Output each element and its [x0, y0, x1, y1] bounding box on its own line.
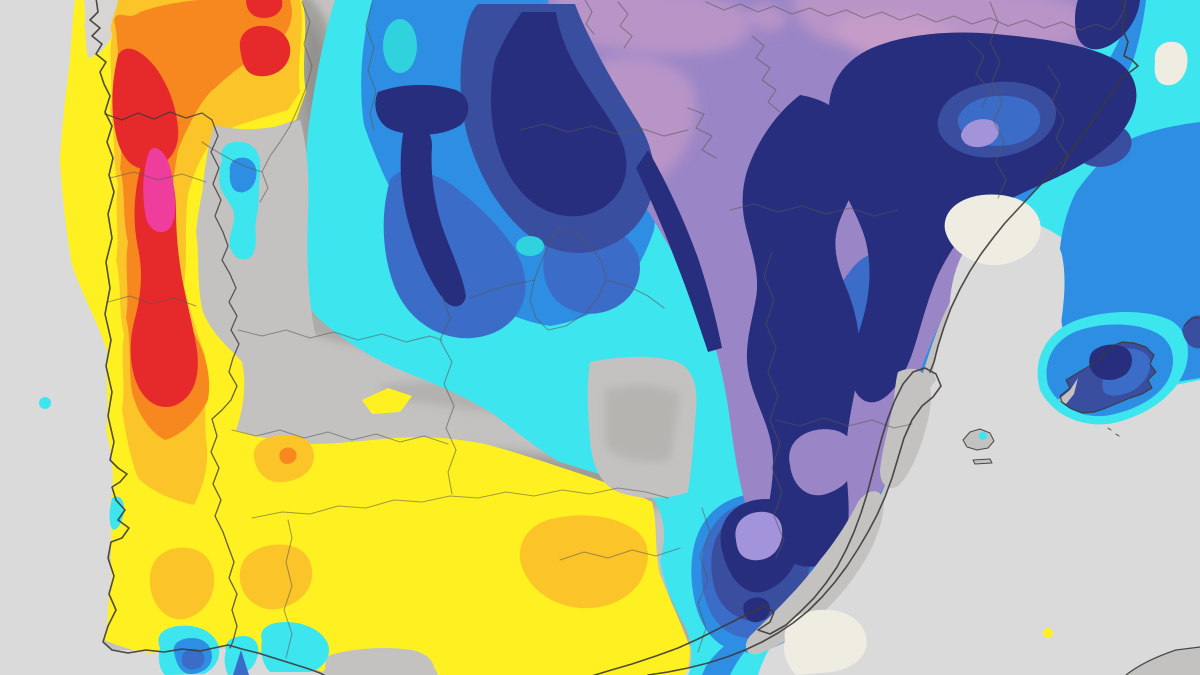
red-blob-north-a — [239, 25, 291, 77]
slate-triangle-cadiz — [233, 650, 249, 675]
yellow-dot-sea — [1043, 628, 1053, 638]
africa-coast — [1125, 646, 1200, 675]
teal-speck-center — [516, 236, 544, 256]
gray-notch-cadiz — [325, 647, 435, 675]
cream-blob-ne-offshore — [1154, 41, 1188, 86]
cold-accents — [383, 19, 1057, 561]
blue-core-nw-interior — [229, 157, 257, 193]
mallorca-outline — [1059, 341, 1157, 414]
menorca-outline — [1183, 317, 1200, 327]
navy-arc-horizontal — [375, 84, 469, 135]
amber-core-andalucia — [519, 515, 648, 609]
portugal-spain-border — [104, 111, 240, 649]
gray-coast-strip-se — [745, 491, 884, 655]
band-yellow-master — [60, 0, 690, 675]
gray-nw-coast-tip — [84, 0, 118, 58]
navy-border-band — [636, 150, 722, 352]
coastlines — [89, 0, 1200, 675]
amber-blob-border-south — [239, 544, 313, 610]
admin-borders — [107, 0, 1127, 659]
gray-sea-gap-ibiza — [947, 226, 1065, 449]
coast-west-south — [89, 0, 326, 675]
formentera-island — [973, 459, 992, 464]
cream-blob-barcelona-offshore — [944, 194, 1041, 266]
cyan-speck-sea-west — [39, 397, 51, 409]
purple-patch-tongue — [789, 429, 857, 496]
islands — [963, 311, 1200, 675]
country-borders — [104, 111, 240, 649]
navy-mass-catalonia — [829, 32, 1137, 403]
navy-corner-topright — [1074, 0, 1140, 50]
navy-arc-vertical — [400, 124, 466, 307]
medium-core-cadiz — [181, 648, 205, 670]
orange-dot-badajoz — [279, 447, 297, 464]
warm-field — [60, 0, 1053, 675]
yellow-diamond-patch — [362, 388, 412, 414]
band-magenta — [143, 147, 176, 233]
cream-blob-se-offshore — [784, 609, 867, 675]
mallorca-gray-tip — [1058, 378, 1078, 404]
lightpurple-patch-catalonia — [960, 119, 999, 148]
red-blob-north-b — [246, 0, 283, 18]
coast-east — [929, 0, 1139, 373]
red-blob-galicia — [112, 48, 179, 169]
ibiza-outline — [962, 428, 995, 465]
cabrera-specks — [1107, 427, 1120, 437]
lightpurple-core-southeast — [735, 511, 783, 561]
mallorca-navy-core — [1089, 344, 1132, 380]
post-carve-accents — [39, 41, 1188, 675]
ibiza-cyan-dot — [979, 432, 987, 440]
africa-corner — [1126, 647, 1200, 675]
gray-strip-alicante — [880, 368, 931, 489]
teal-speck-nw — [383, 19, 417, 73]
navy-core-north-center — [490, 12, 627, 217]
coast-mediterranean — [592, 367, 942, 675]
amber-blob-south-portugal — [149, 547, 215, 620]
